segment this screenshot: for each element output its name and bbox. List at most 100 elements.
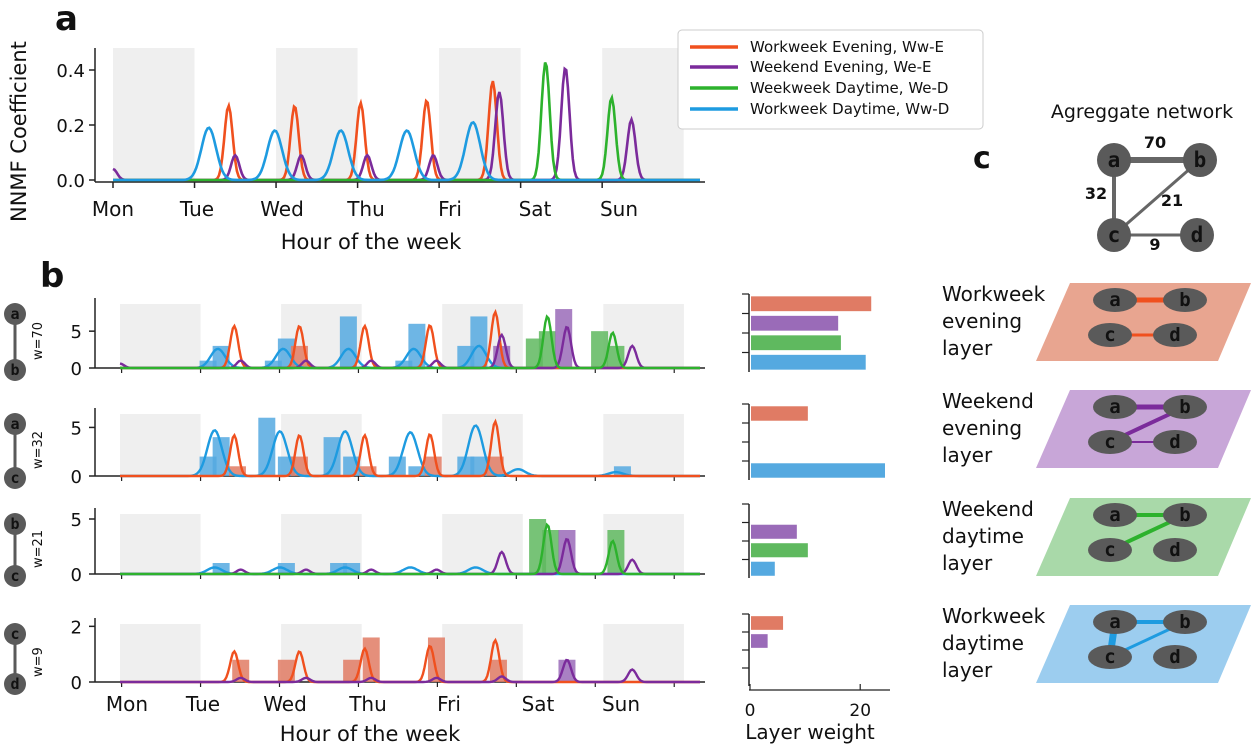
layer-we_e: Weekend evening layer a b c d <box>942 389 1251 468</box>
edge-node-label: c <box>10 567 19 585</box>
legend: Workweek Evening, Ww-E Weekend Evening, … <box>677 29 984 130</box>
lw-bar-ww_d <box>751 354 866 370</box>
layer-title-line: Weekend <box>942 389 1034 413</box>
agg-edge-weight-ab: 70 <box>1144 133 1166 152</box>
panel-a-day-mon: Mon <box>92 197 134 221</box>
row-bar-ww_e <box>359 466 377 476</box>
layer-node-label-a: a <box>1109 289 1120 311</box>
layer-node-b <box>1163 395 1207 419</box>
row-bar-we_d <box>591 331 609 368</box>
row-bar-ww_d <box>395 360 413 368</box>
layer-plane-we_d <box>1036 498 1251 576</box>
agg-node-b <box>1183 143 1217 177</box>
agg-node-label-d: d <box>1191 223 1204 247</box>
row-3-shade-3 <box>603 624 684 682</box>
layer-node-label-b: b <box>1179 611 1190 633</box>
panel-a-series-ww_d <box>113 120 700 182</box>
edge-node-label: c <box>10 625 19 643</box>
layer-node-label-c: c <box>1104 539 1115 561</box>
row-day-fri: Fri <box>437 692 461 716</box>
row-bar-ww_d <box>457 345 475 368</box>
row-day-mon: Mon <box>106 692 148 716</box>
panel-a-shade-1 <box>276 48 358 180</box>
layer-title-line: Workweek <box>942 604 1046 628</box>
edge-weight-label: w=21 <box>31 530 46 568</box>
panel-a-day-wed: Wed <box>260 197 304 221</box>
lw-bar-ww_e <box>751 296 872 312</box>
layer-node-label-b: b <box>1179 504 1190 526</box>
layer-node-d <box>1153 430 1197 454</box>
legend-label-ww-e: Workweek Evening, Ww-E <box>750 38 944 56</box>
panel-a-day-thu: Thu <box>346 197 385 221</box>
layer-node-b <box>1163 610 1207 634</box>
row-day-sat: Sat <box>522 692 555 716</box>
edge-node-label: a <box>10 305 19 323</box>
edge-node-c <box>4 467 26 489</box>
row-series-ww_e <box>120 418 700 478</box>
agg-node-label-b: b <box>1194 148 1207 172</box>
row-day-thu: Thu <box>348 692 387 716</box>
row-bar-we_e <box>558 530 576 574</box>
layer-node-label-a: a <box>1109 611 1120 633</box>
layer-title-line: daytime <box>942 631 1024 655</box>
layer-node-label-c: c <box>1104 431 1115 453</box>
agg-node-d <box>1180 218 1214 252</box>
layer-node-label-c: c <box>1104 324 1115 346</box>
layer-node-label-a: a <box>1109 396 1120 418</box>
layer-title-line: Weekend <box>942 497 1034 521</box>
lw-bar-ww_e <box>751 406 808 421</box>
lw-bar-we_e <box>751 315 839 331</box>
layer-plane-we_e <box>1036 390 1251 468</box>
layer-title-line: evening <box>942 309 1022 333</box>
row-bar-ww_d <box>408 466 426 476</box>
edge-node-label: b <box>10 361 19 379</box>
lw-bar-we_e <box>751 634 768 648</box>
layer-node-label-d: d <box>1169 646 1180 668</box>
row-bar-ww_d <box>212 437 230 476</box>
row-0-shade-0 <box>120 304 201 368</box>
row-bar-ww_e <box>277 659 295 682</box>
layer-node-a <box>1093 503 1137 527</box>
layer-node-label-c: c <box>1104 646 1115 668</box>
row-ytick-label: 5 <box>71 418 82 439</box>
panel-a-day-sun: Sun <box>600 197 638 221</box>
row-day-wed: Wed <box>263 692 307 716</box>
panel-a-ylabel: NNMF Coefficient <box>7 41 31 222</box>
edge-node-a <box>4 413 26 435</box>
lw-bar-we_d <box>751 543 808 558</box>
row-day-tue: Tue <box>185 692 220 716</box>
row-1-shade-0 <box>120 414 201 476</box>
row-bar-ww_e <box>362 637 380 682</box>
edge-weight-label: w=70 <box>31 322 46 360</box>
layer-node-c <box>1088 430 1132 454</box>
layer-node-label-b: b <box>1179 396 1190 418</box>
row-a-b: 0 5 a b w=70 <box>4 293 872 381</box>
legend-label-we-e: Weekend Evening, We-E <box>750 58 931 76</box>
lw-xtick-label: 0 <box>745 701 756 721</box>
row-a-c: 0 5 a c w=32 <box>4 403 885 489</box>
lw-bar-ww_d <box>751 561 775 576</box>
edge-node-label: c <box>10 469 19 487</box>
panel-a-day-sat: Sat <box>519 197 552 221</box>
row-bar-ww_d <box>613 466 631 476</box>
agg-edge-cb <box>1113 158 1201 237</box>
layer-title-line: evening <box>942 416 1022 440</box>
row-bar-ww_d <box>470 316 488 368</box>
layer-node-d <box>1153 645 1197 669</box>
legend-label-we-d: Weekweek Daytime, We-D <box>750 79 948 97</box>
layer-node-label-d: d <box>1169 431 1180 453</box>
row-ytick-label: 2 <box>71 617 82 638</box>
layer-title-line: daytime <box>942 524 1024 548</box>
row-ytick-label: 0 <box>71 467 82 488</box>
panel-a-shade-2 <box>439 48 521 180</box>
panel-c-label: c <box>973 141 991 176</box>
row-3-shade-2 <box>442 624 523 682</box>
row-bar-ww_d <box>323 437 341 476</box>
row-bar-ww_d <box>457 456 475 476</box>
panel-a-ytick-label-0: 0.0 <box>56 171 85 192</box>
layer-plane-ww_d <box>1036 605 1251 683</box>
legend-label-ww-d: Workweek Daytime, Ww-D <box>750 100 949 118</box>
agg-node-label-a: a <box>1108 148 1121 172</box>
edge-node-a <box>4 303 26 325</box>
